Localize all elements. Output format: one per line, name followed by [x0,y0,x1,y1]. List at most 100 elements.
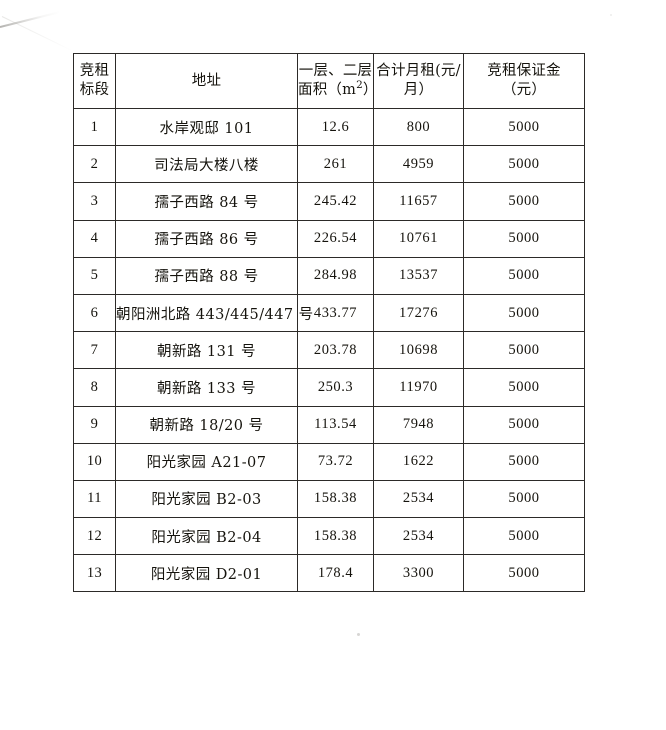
cell-lot-number: 11 [73,479,116,519]
cell-lot-number: 8 [73,368,116,407]
cell-monthly-rent: 17276 [373,293,464,333]
table-row: 6 朝阳洲北路 443/445/447 号 433.77 17276 5000 [73,293,585,333]
column-header-monthly-rent: 合计月租(元/ 月） [373,53,464,109]
column-header-monthly-rent-line1: 合计月租(元/ [376,63,461,80]
column-header-deposit-line2: （元） [501,82,547,98]
column-header-area-line2: 面积（m2） [298,79,378,98]
column-header-lot: 竞租 标段 [73,53,116,109]
cell-monthly-rent: 10761 [373,219,464,258]
table-row: 4 孺子西路 86 号 226.54 10761 5000 [73,219,585,258]
bid-lot-table: 竞租 标段 地址 一层、二层 面积（m2） 合计月租(元/ 月） 竞租保证金 （… [73,53,585,593]
cell-lot-number: 2 [73,145,116,184]
column-header-lot-line1: 竞租 [79,63,110,80]
cell-deposit: 5000 [463,479,585,519]
cell-deposit: 5000 [463,368,585,407]
table-row: 3 孺子西路 84 号 245.42 11657 5000 [73,182,585,221]
column-header-deposit: 竞租保证金 （元） [463,53,585,109]
cell-address: 朝新路 131 号 [115,331,298,370]
cell-deposit: 5000 [463,405,585,444]
cell-floor-area: 73.72 [297,442,374,481]
cell-address: 阳光家园 A21-07 [115,442,298,481]
cell-deposit: 5000 [463,293,585,333]
column-header-deposit-line1: 竞租保证金 [487,63,561,80]
table-row: 10 阳光家园 A21-07 73.72 1622 5000 [73,442,585,481]
cell-floor-area: 245.42 [297,182,374,221]
cell-deposit: 5000 [463,331,585,370]
table-row: 1 水岸观邸 101 12.6 800 5000 [73,107,585,147]
cell-deposit: 5000 [463,256,585,295]
cell-lot-number: 7 [73,331,116,370]
cell-floor-area: 178.4 [297,554,374,593]
cell-floor-area: 113.54 [297,405,374,444]
cell-floor-area: 433.77 [297,293,374,333]
cell-lot-number: 1 [73,107,116,147]
table-body: 1 水岸观邸 101 12.6 800 5000 2 司法局大楼八楼 261 4959 5000 3… [73,107,585,593]
cell-lot-number: 6 [73,293,116,333]
cell-floor-area: 250.3 [297,368,374,407]
cell-address: 孺子西路 84 号 [115,182,298,221]
cell-monthly-rent: 2534 [373,517,464,556]
cell-deposit: 5000 [463,182,585,221]
cell-floor-area: 226.54 [297,219,374,258]
table-row: 8 朝新路 133 号 250.3 11970 5000 [73,368,585,407]
scan-speck [357,633,360,636]
cell-monthly-rent: 7948 [373,405,464,444]
column-header-address: 地址 [115,53,298,109]
cell-monthly-rent: 10698 [373,331,464,370]
cell-lot-number: 3 [73,182,116,221]
cell-monthly-rent: 4959 [373,145,464,184]
cell-floor-area: 12.6 [297,107,374,147]
cell-deposit: 5000 [463,145,585,184]
cell-address: 朝阳洲北路 443/445/447 号 [115,293,313,333]
cell-monthly-rent: 2534 [373,479,464,519]
cell-lot-number: 9 [73,405,116,444]
column-header-address-line1: 地址 [191,72,222,89]
cell-address: 朝新路 133 号 [115,368,298,407]
cell-address: 阳光家园 D2-01 [115,554,298,593]
cell-address: 朝新路 18/20 号 [115,405,298,444]
cell-floor-area: 261 [297,145,374,184]
table-row: 11 阳光家园 B2-03 158.38 2534 5000 [73,479,585,519]
cell-monthly-rent: 13537 [373,256,464,295]
cell-lot-number: 10 [73,442,116,481]
table-row: 7 朝新路 131 号 203.78 10698 5000 [73,331,585,370]
cell-address: 孺子西路 88 号 [115,256,298,295]
paper-crease-mark [0,11,61,29]
cell-address: 司法局大楼八楼 [115,145,298,184]
table-row: 5 孺子西路 88 号 284.98 13537 5000 [73,256,585,295]
table-header: 竞租 标段 地址 一层、二层 面积（m2） 合计月租(元/ 月） 竞租保证金 （… [73,53,585,109]
cell-deposit: 5000 [463,442,585,481]
cell-floor-area: 284.98 [297,256,374,295]
cell-floor-area: 158.38 [297,479,374,519]
cell-address: 水岸观邸 101 [115,107,298,147]
cell-monthly-rent: 800 [373,107,464,147]
cell-address: 孺子西路 86 号 [115,219,298,258]
table-row: 13 阳光家园 D2-01 178.4 3300 5000 [73,554,585,593]
cell-monthly-rent: 1622 [373,442,464,481]
column-header-area-line1: 一层、二层 [298,63,373,80]
cell-deposit: 5000 [463,517,585,556]
cell-monthly-rent: 11970 [373,368,464,407]
cell-lot-number: 13 [73,554,116,593]
cell-deposit: 5000 [463,554,585,593]
cell-lot-number: 5 [73,256,116,295]
cell-address: 阳光家园 B2-03 [115,479,298,519]
column-header-lot-line2: 标段 [79,82,110,98]
table-header-row: 竞租 标段 地址 一层、二层 面积（m2） 合计月租(元/ 月） 竞租保证金 （… [73,53,585,109]
table-row: 12 阳光家园 B2-04 158.38 2534 5000 [73,517,585,556]
cell-lot-number: 4 [73,219,116,258]
cell-deposit: 5000 [463,219,585,258]
paper-crease-mark-secondary [1,16,73,52]
column-header-area: 一层、二层 面积（m2） [297,53,378,109]
cell-floor-area: 203.78 [297,331,374,370]
table-row: 9 朝新路 18/20 号 113.54 7948 5000 [73,405,585,444]
cell-lot-number: 12 [73,517,116,556]
table-row: 2 司法局大楼八楼 261 4959 5000 [73,145,585,184]
scan-speck [610,14,612,16]
cell-floor-area: 158.38 [297,517,374,556]
cell-address: 阳光家园 B2-04 [115,517,298,556]
cell-deposit: 5000 [463,107,585,147]
cell-monthly-rent: 3300 [373,554,464,593]
cell-monthly-rent: 11657 [373,182,464,221]
column-header-monthly-rent-line2: 月） [403,82,434,98]
